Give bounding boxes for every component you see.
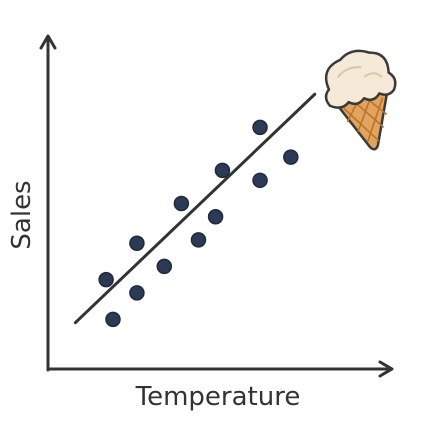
x-axis-label: Temperature bbox=[135, 382, 301, 412]
data-point-1 bbox=[99, 273, 113, 287]
data-point-2 bbox=[106, 312, 120, 326]
data-point-10 bbox=[253, 173, 267, 187]
data-points bbox=[99, 120, 298, 326]
data-point-9 bbox=[215, 163, 229, 177]
y-axis-label: Sales bbox=[7, 180, 37, 249]
data-point-11 bbox=[253, 120, 267, 134]
data-point-8 bbox=[209, 210, 223, 224]
data-point-5 bbox=[157, 259, 171, 273]
data-point-4 bbox=[130, 286, 144, 300]
trend-line bbox=[75, 94, 314, 322]
ice-cream-cone-icon bbox=[317, 43, 410, 157]
data-point-3 bbox=[130, 236, 144, 250]
data-point-7 bbox=[191, 233, 205, 247]
data-point-6 bbox=[174, 197, 188, 211]
data-point-12 bbox=[284, 150, 298, 164]
